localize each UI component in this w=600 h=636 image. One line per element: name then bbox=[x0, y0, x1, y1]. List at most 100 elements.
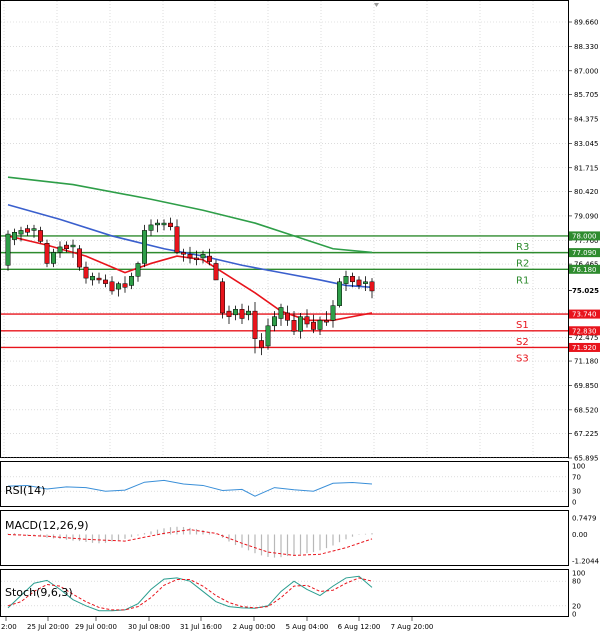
candle-down bbox=[187, 254, 193, 259]
candle-up bbox=[265, 325, 271, 347]
level-tag-bg bbox=[569, 342, 600, 352]
candle-down bbox=[77, 248, 82, 268]
candle-down bbox=[25, 228, 30, 233]
macd-panel bbox=[0, 510, 569, 566]
scroll-marker-icon[interactable] bbox=[374, 3, 379, 7]
level-name-r3: R3 bbox=[516, 242, 529, 253]
level-tag-bg bbox=[569, 309, 600, 319]
macd-tick-label: -1.2044 bbox=[572, 558, 600, 566]
candle-up bbox=[129, 276, 134, 286]
rsi-panel bbox=[0, 461, 569, 507]
macd-tick-label: 0.00 bbox=[572, 531, 588, 539]
candle-up bbox=[116, 283, 121, 290]
price-tick-label: 85.705 bbox=[574, 91, 599, 99]
time-tick-label: 5 Aug 04:00 bbox=[286, 623, 329, 631]
rsi-tick-label: 100 bbox=[572, 463, 585, 471]
price-tick-label: 65.895 bbox=[574, 455, 599, 463]
candle-up bbox=[200, 254, 206, 259]
current-price-label: 75.025 bbox=[572, 287, 599, 295]
price-tick-label: 89.660 bbox=[574, 19, 599, 27]
candle-down bbox=[285, 312, 290, 321]
stoch-panel bbox=[0, 569, 569, 617]
level-name-s1: S1 bbox=[516, 320, 529, 331]
price-tick-label: 80.420 bbox=[574, 188, 599, 196]
candle-up bbox=[57, 246, 63, 253]
time-tick-label: 6 Aug 12:00 bbox=[338, 623, 381, 631]
price-tick-label: 76.465 bbox=[574, 261, 599, 269]
level-tag-bg bbox=[569, 231, 600, 241]
candle-down bbox=[207, 255, 212, 262]
time-tick-label: 25 Jul 20:00 bbox=[27, 623, 69, 631]
rsi-line bbox=[7, 479, 373, 497]
candle-up bbox=[148, 224, 154, 231]
candle-down bbox=[64, 244, 69, 250]
candle-up bbox=[12, 231, 17, 240]
candle-down bbox=[324, 320, 329, 323]
level-tag-r1: 76.180 bbox=[572, 266, 597, 274]
level-name-s3: S3 bbox=[516, 353, 529, 364]
level-tag-bg bbox=[569, 326, 600, 336]
level-name-s2: S2 bbox=[516, 337, 529, 348]
candle-down bbox=[122, 283, 128, 288]
moving-average-line bbox=[7, 203, 373, 289]
candle-up bbox=[142, 230, 147, 264]
price-tick-label: 88.330 bbox=[574, 43, 599, 51]
stoch-label: Stoch(9,6,3) bbox=[5, 586, 73, 599]
candle-down bbox=[369, 281, 375, 292]
rsi-tick-label: 30 bbox=[572, 488, 581, 496]
candle-down bbox=[239, 309, 245, 319]
price-panel bbox=[0, 0, 569, 458]
price-tick-label: 87.000 bbox=[574, 67, 599, 75]
candle-down bbox=[109, 281, 115, 292]
candle-up bbox=[31, 228, 37, 231]
rsi-tick-label: 70 bbox=[572, 473, 581, 481]
level-tag-bg bbox=[569, 248, 600, 258]
rsi-tick-label: 0 bbox=[572, 499, 576, 507]
price-tick-label: 67.225 bbox=[574, 430, 599, 438]
time-tick-label: 29 Jul 00:00 bbox=[75, 623, 117, 631]
candle-down bbox=[194, 257, 199, 261]
price-tick-label: 71.180 bbox=[574, 358, 599, 366]
current-price-bg bbox=[569, 285, 600, 295]
time-tick-label: 30 Jul 08:00 bbox=[128, 623, 170, 631]
candle-down bbox=[226, 310, 232, 317]
candle-up bbox=[90, 276, 95, 281]
candle-down bbox=[220, 281, 225, 314]
macd-label: MACD(12,26,9) bbox=[5, 519, 89, 532]
candle-down bbox=[252, 310, 258, 339]
candle-down bbox=[83, 266, 89, 279]
macd-signal-line bbox=[7, 529, 373, 556]
candle-down bbox=[291, 320, 297, 332]
rsi-label: RSI(14) bbox=[5, 484, 45, 497]
candle-up bbox=[337, 281, 342, 306]
stoch-main-line bbox=[7, 575, 373, 612]
candle-down bbox=[174, 226, 180, 253]
time-tick-label: 7 Aug 20:00 bbox=[391, 623, 434, 631]
price-tick-label: 69.850 bbox=[574, 382, 599, 390]
level-tag-s2: 72.830 bbox=[572, 327, 597, 335]
candle-up bbox=[363, 281, 368, 284]
stoch-tick-label: 100 bbox=[572, 570, 585, 578]
time-tick-label: 31 Jul 16:00 bbox=[180, 623, 222, 631]
stoch-tick-label: 0 bbox=[572, 611, 576, 619]
candle-up bbox=[343, 276, 349, 284]
level-name-r1: R1 bbox=[516, 275, 529, 286]
candle-down bbox=[181, 252, 186, 255]
candle-down bbox=[304, 316, 310, 325]
candle-up bbox=[317, 320, 323, 330]
candle-down bbox=[96, 277, 102, 281]
candle-up bbox=[18, 230, 24, 235]
candle-up bbox=[298, 316, 303, 332]
candle-up bbox=[5, 233, 11, 266]
price-tick-label: 68.520 bbox=[574, 406, 599, 414]
candle-up bbox=[246, 310, 251, 316]
macd-tick-label: 0.7479 bbox=[572, 515, 597, 523]
candle-up bbox=[70, 244, 76, 248]
stoch-tick-label: 20 bbox=[572, 602, 581, 610]
level-tag-r3: 78.000 bbox=[572, 232, 597, 240]
level-tag-s1: 73.740 bbox=[572, 311, 597, 319]
candle-up bbox=[155, 222, 160, 226]
price-tick-label: 77.760 bbox=[574, 237, 599, 245]
